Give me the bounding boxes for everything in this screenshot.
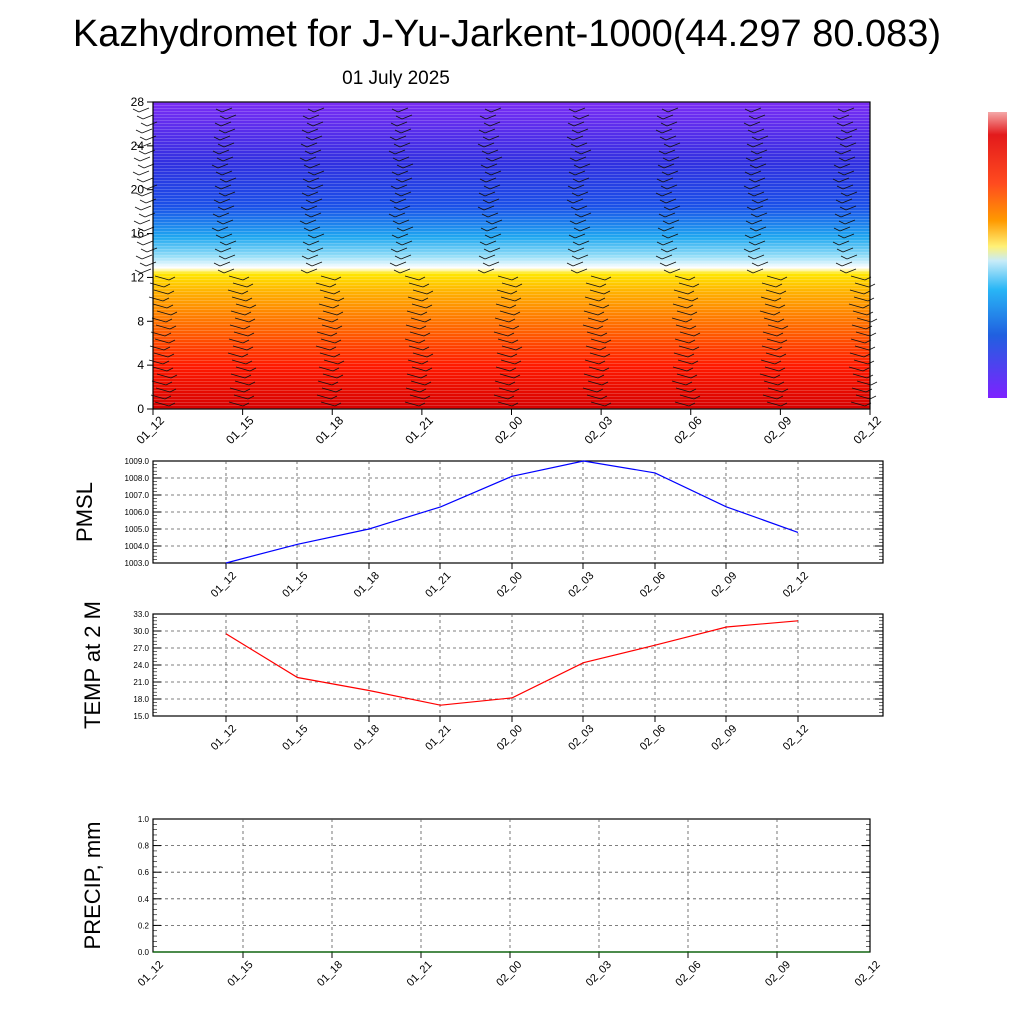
precip-y-tick-label: 0.4 xyxy=(138,895,150,904)
temp-x-tick-label: 02_06 xyxy=(638,723,668,753)
xs-y-tick-label: 24 xyxy=(131,139,145,153)
cross-section-y-axis: 0 4 8 12 16 20 24 28 xyxy=(131,95,153,416)
wind-barb-column xyxy=(832,107,878,407)
pmsl-x-tick-label: 02_00 xyxy=(495,570,525,600)
precip-y-tick-label: 0.0 xyxy=(138,948,150,957)
temp-x-tick-label: 01_12 xyxy=(209,723,239,753)
xs-y-tick-label: 16 xyxy=(131,227,145,241)
wind-barbs xyxy=(132,107,878,407)
precip-x-tick-label: 02_09 xyxy=(763,959,793,989)
pmsl-panel: 1003.0 1004.0 1005.0 1006.0 1007.0 1008.0 1009… xyxy=(72,457,884,600)
pmsl-x-tick-label: 01_15 xyxy=(280,570,310,600)
precip-y-tick-label: 0.8 xyxy=(138,842,150,851)
xs-x-tick-label: 02_03 xyxy=(582,413,616,447)
xs-x-tick-label: 02_06 xyxy=(671,413,705,447)
xs-x-tick-label: 01_15 xyxy=(223,413,257,447)
pmsl-x-tick-label: 01_21 xyxy=(423,570,453,600)
xs-x-tick-label: 01_12 xyxy=(133,413,167,447)
precip-x-tick-label: 02_12 xyxy=(853,959,883,989)
xs-x-tick-label: 02_09 xyxy=(761,413,795,447)
temp-y-tick-label: 27.0 xyxy=(133,644,149,653)
temp-series-line xyxy=(225,620,799,706)
temp-y-tick-label: 21.0 xyxy=(133,678,149,687)
temp-x-tick-label: 02_03 xyxy=(566,723,596,753)
temp-y-axis-label: TEMP at 2 M xyxy=(80,601,105,729)
pmsl-x-tick-label: 01_12 xyxy=(209,570,239,600)
wind-barb-column xyxy=(388,107,434,407)
temp-x-tick-label: 01_21 xyxy=(423,723,453,753)
precip-x-tick-label: 01_15 xyxy=(225,959,255,989)
pmsl-x-tick-label: 02_12 xyxy=(781,570,811,600)
precip-frame xyxy=(152,818,871,953)
xs-y-tick-label: 20 xyxy=(131,183,145,197)
chart-title: Kazhydromet for J-Yu-Jarkent-1000(44.297… xyxy=(73,13,941,55)
temp-x-tick-label: 01_18 xyxy=(352,723,382,753)
precip-x-tick-label: 02_03 xyxy=(584,959,614,989)
pmsl-y-tick-label: 1003.0 xyxy=(125,559,150,568)
pmsl-x-tick-label: 02_03 xyxy=(566,570,596,600)
temp-x-tick-label: 02_00 xyxy=(495,723,525,753)
wind-barb-column xyxy=(132,107,178,407)
pmsl-y-tick-label: 1004.0 xyxy=(125,542,150,551)
xs-y-tick-label: 28 xyxy=(131,95,145,109)
precip-y-axis-label: PRECIP, mm xyxy=(80,822,105,950)
temp-y-tick-label: 15.0 xyxy=(133,712,149,721)
precip-y-tick-label: 0.6 xyxy=(138,868,150,877)
wind-barb-column xyxy=(743,107,789,407)
cross-section-contour-shading xyxy=(153,102,870,409)
precip-panel: 0.0 0.2 0.4 0.6 0.8 1.0 01_12 01_15 01_18 01_21 02… xyxy=(80,815,883,989)
xs-y-tick-label: 8 xyxy=(137,314,144,328)
temp-y-tick-label: 30.0 xyxy=(133,627,149,636)
precip-y-tick-label: 0.2 xyxy=(138,921,150,930)
precip-x-tick-label: 02_00 xyxy=(494,959,524,989)
temp-y-tick-label: 24.0 xyxy=(133,661,149,670)
xs-y-tick-label: 4 xyxy=(137,358,144,372)
pmsl-y-tick-label: 1005.0 xyxy=(125,525,150,534)
precip-x-tick-label: 01_18 xyxy=(315,959,345,989)
precip-x-tick-label: 01_12 xyxy=(136,959,166,989)
precip-x-tick-label: 01_21 xyxy=(405,959,435,989)
temp-panel: 15.0 18.0 21.0 24.0 27.0 30.0 33.0 01_12 01_15 01… xyxy=(80,601,884,753)
pmsl-y-tick-label: 1008.0 xyxy=(125,474,150,483)
wind-barb-column xyxy=(299,107,345,407)
chart-date: 01 July 2025 xyxy=(342,68,450,89)
precip-x-tick-label: 02_06 xyxy=(673,959,703,989)
xs-y-tick-label: 12 xyxy=(131,270,145,284)
pmsl-x-tick-label: 01_18 xyxy=(352,570,382,600)
temp-y-tick-label: 33.0 xyxy=(133,610,149,619)
pmsl-y-tick-label: 1009.0 xyxy=(125,457,150,466)
cross-section-x-axis: 01_12 01_15 01_18 01_21 02_00 02_03 02_06 02_09… xyxy=(133,409,884,447)
wind-barb-column xyxy=(655,107,701,407)
wind-barb-column xyxy=(477,107,523,407)
pmsl-x-tick-label: 02_09 xyxy=(709,570,739,600)
colorbar xyxy=(988,112,1007,398)
temp-x-tick-label: 02_12 xyxy=(781,723,811,753)
wind-barb-column xyxy=(566,107,612,407)
xs-x-tick-label: 01_21 xyxy=(402,413,436,447)
xs-x-tick-label: 02_00 xyxy=(492,413,526,447)
pmsl-series-line xyxy=(225,460,799,564)
temp-x-tick-label: 01_15 xyxy=(280,723,310,753)
pmsl-x-tick-label: 02_06 xyxy=(638,570,668,600)
precip-y-tick-label: 1.0 xyxy=(138,815,150,824)
pmsl-y-tick-label: 1007.0 xyxy=(125,491,150,500)
xs-x-tick-label: 01_18 xyxy=(313,413,347,447)
temp-y-tick-label: 18.0 xyxy=(133,695,149,704)
pmsl-y-tick-label: 1006.0 xyxy=(125,508,150,517)
wind-barb-column xyxy=(211,107,257,407)
temp-x-tick-label: 02_09 xyxy=(709,723,739,753)
xs-y-tick-label: 0 xyxy=(137,402,144,416)
pmsl-y-axis-label: PMSL xyxy=(72,482,97,542)
xs-x-tick-label: 02_12 xyxy=(850,413,884,447)
